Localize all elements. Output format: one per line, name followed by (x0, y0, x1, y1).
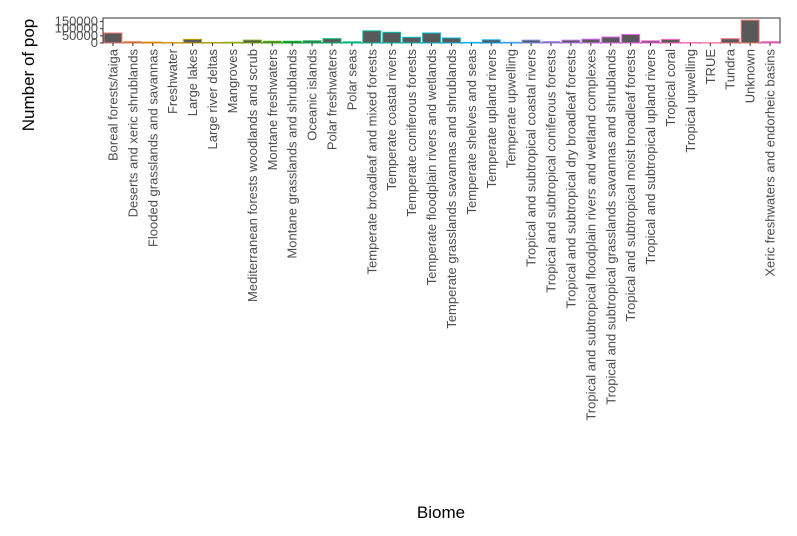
bar (222, 41, 242, 44)
bar (561, 39, 581, 44)
x-tick-label: Mediterranean forests woodlands and scru… (245, 49, 260, 302)
x-tick-label: Montane freshwaters (265, 49, 280, 171)
x-tick-label: Temperate coastal rivers (384, 49, 399, 191)
bar (302, 40, 322, 44)
x-tick-label: Montane grasslands and shrublands (285, 49, 300, 259)
x-tick-label: Mangroves (225, 49, 240, 114)
bar (362, 30, 382, 44)
y-tick-label: 150000 (55, 14, 98, 29)
x-tick-label: Tropical and subtropical dry broadleaf f… (563, 49, 578, 309)
x-tick-label: Tropical upwelling (683, 49, 698, 153)
x-tick-label: Tropical and subtropical moist broadleaf… (623, 49, 638, 322)
bar (621, 33, 641, 44)
bar (203, 41, 222, 44)
x-tick-label: Tropical and subtropical floodplain rive… (583, 49, 598, 421)
x-tick-label: Polar freshwaters (324, 49, 339, 151)
x-tick-label: Temperate upland rivers (484, 49, 499, 189)
bar (402, 36, 422, 44)
y-tick-label: 100000 (55, 21, 98, 36)
bar (760, 41, 780, 44)
bar (481, 39, 501, 44)
x-tick-label: Tropical coral (663, 49, 678, 127)
x-tick-label: Temperate broadleaf and mixed forests (364, 49, 379, 275)
x-tick-label: Temperate grasslands savannas and shrubl… (444, 49, 459, 329)
x-tick-label: Tropical and subtropical upland rivers (643, 49, 658, 265)
bar (422, 32, 441, 44)
bar (342, 41, 362, 44)
bar (740, 19, 760, 44)
x-tick-label: Tropical and subtropical coastal rivers (524, 49, 539, 267)
bar (501, 41, 521, 44)
x-tick-label: Freshwater (165, 48, 180, 114)
x-tick-label: Temperate upwelling (504, 49, 519, 168)
bar (442, 37, 461, 44)
x-tick-label: Tropical and subtropical grasslands sava… (603, 49, 618, 405)
y-tick-label: 0 (91, 35, 98, 50)
y-tick-label: 50000 (62, 28, 98, 43)
bar (581, 38, 601, 44)
x-tick-label: Large river deltas (205, 49, 220, 150)
x-tick-label: Large lakes (185, 49, 200, 117)
x-tick-label: Polar seas (344, 49, 359, 111)
bars-group (103, 19, 780, 44)
bar (661, 38, 680, 44)
y-axis-title: Number of pop (19, 19, 38, 131)
x-tick-label: Temperate shelves and seas (464, 49, 479, 215)
bar (720, 38, 740, 44)
bar (382, 31, 402, 44)
bar (262, 40, 282, 44)
bar (521, 39, 541, 44)
bar (282, 40, 302, 44)
bar (322, 38, 342, 44)
x-tick-label: Xeric freshwaters and endorheic basins (763, 49, 778, 277)
x-tick-label: Tropical and subtropical coniferous fore… (544, 49, 559, 293)
x-tick-label: Unknown (743, 49, 758, 103)
bar (103, 32, 123, 44)
bar (123, 41, 143, 44)
x-tick-label: Deserts and xeric shrublands (125, 49, 140, 218)
bar (143, 41, 163, 44)
bar (541, 41, 561, 44)
bar (641, 40, 661, 44)
panel-border (102, 17, 781, 44)
x-tick-label: Temperate floodplain rivers and wetlands (424, 49, 439, 286)
x-tick-label: Oceanic islands (305, 49, 320, 141)
bar (183, 38, 203, 44)
x-axis-title: Biome (417, 503, 465, 522)
bar (461, 41, 481, 44)
x-axis: Boreal forests/taiga Deserts and xeric sh… (105, 43, 778, 421)
x-tick-label: Boreal forests/taiga (105, 48, 120, 161)
x-tick-label: Temperate coniferous forests (404, 49, 419, 217)
bar (601, 36, 621, 44)
x-tick-label: Tundra (723, 48, 738, 89)
x-tick-label: Flooded grasslands and savannas (145, 49, 160, 248)
bar (242, 39, 262, 44)
x-tick-label: TRUE (703, 49, 718, 85)
